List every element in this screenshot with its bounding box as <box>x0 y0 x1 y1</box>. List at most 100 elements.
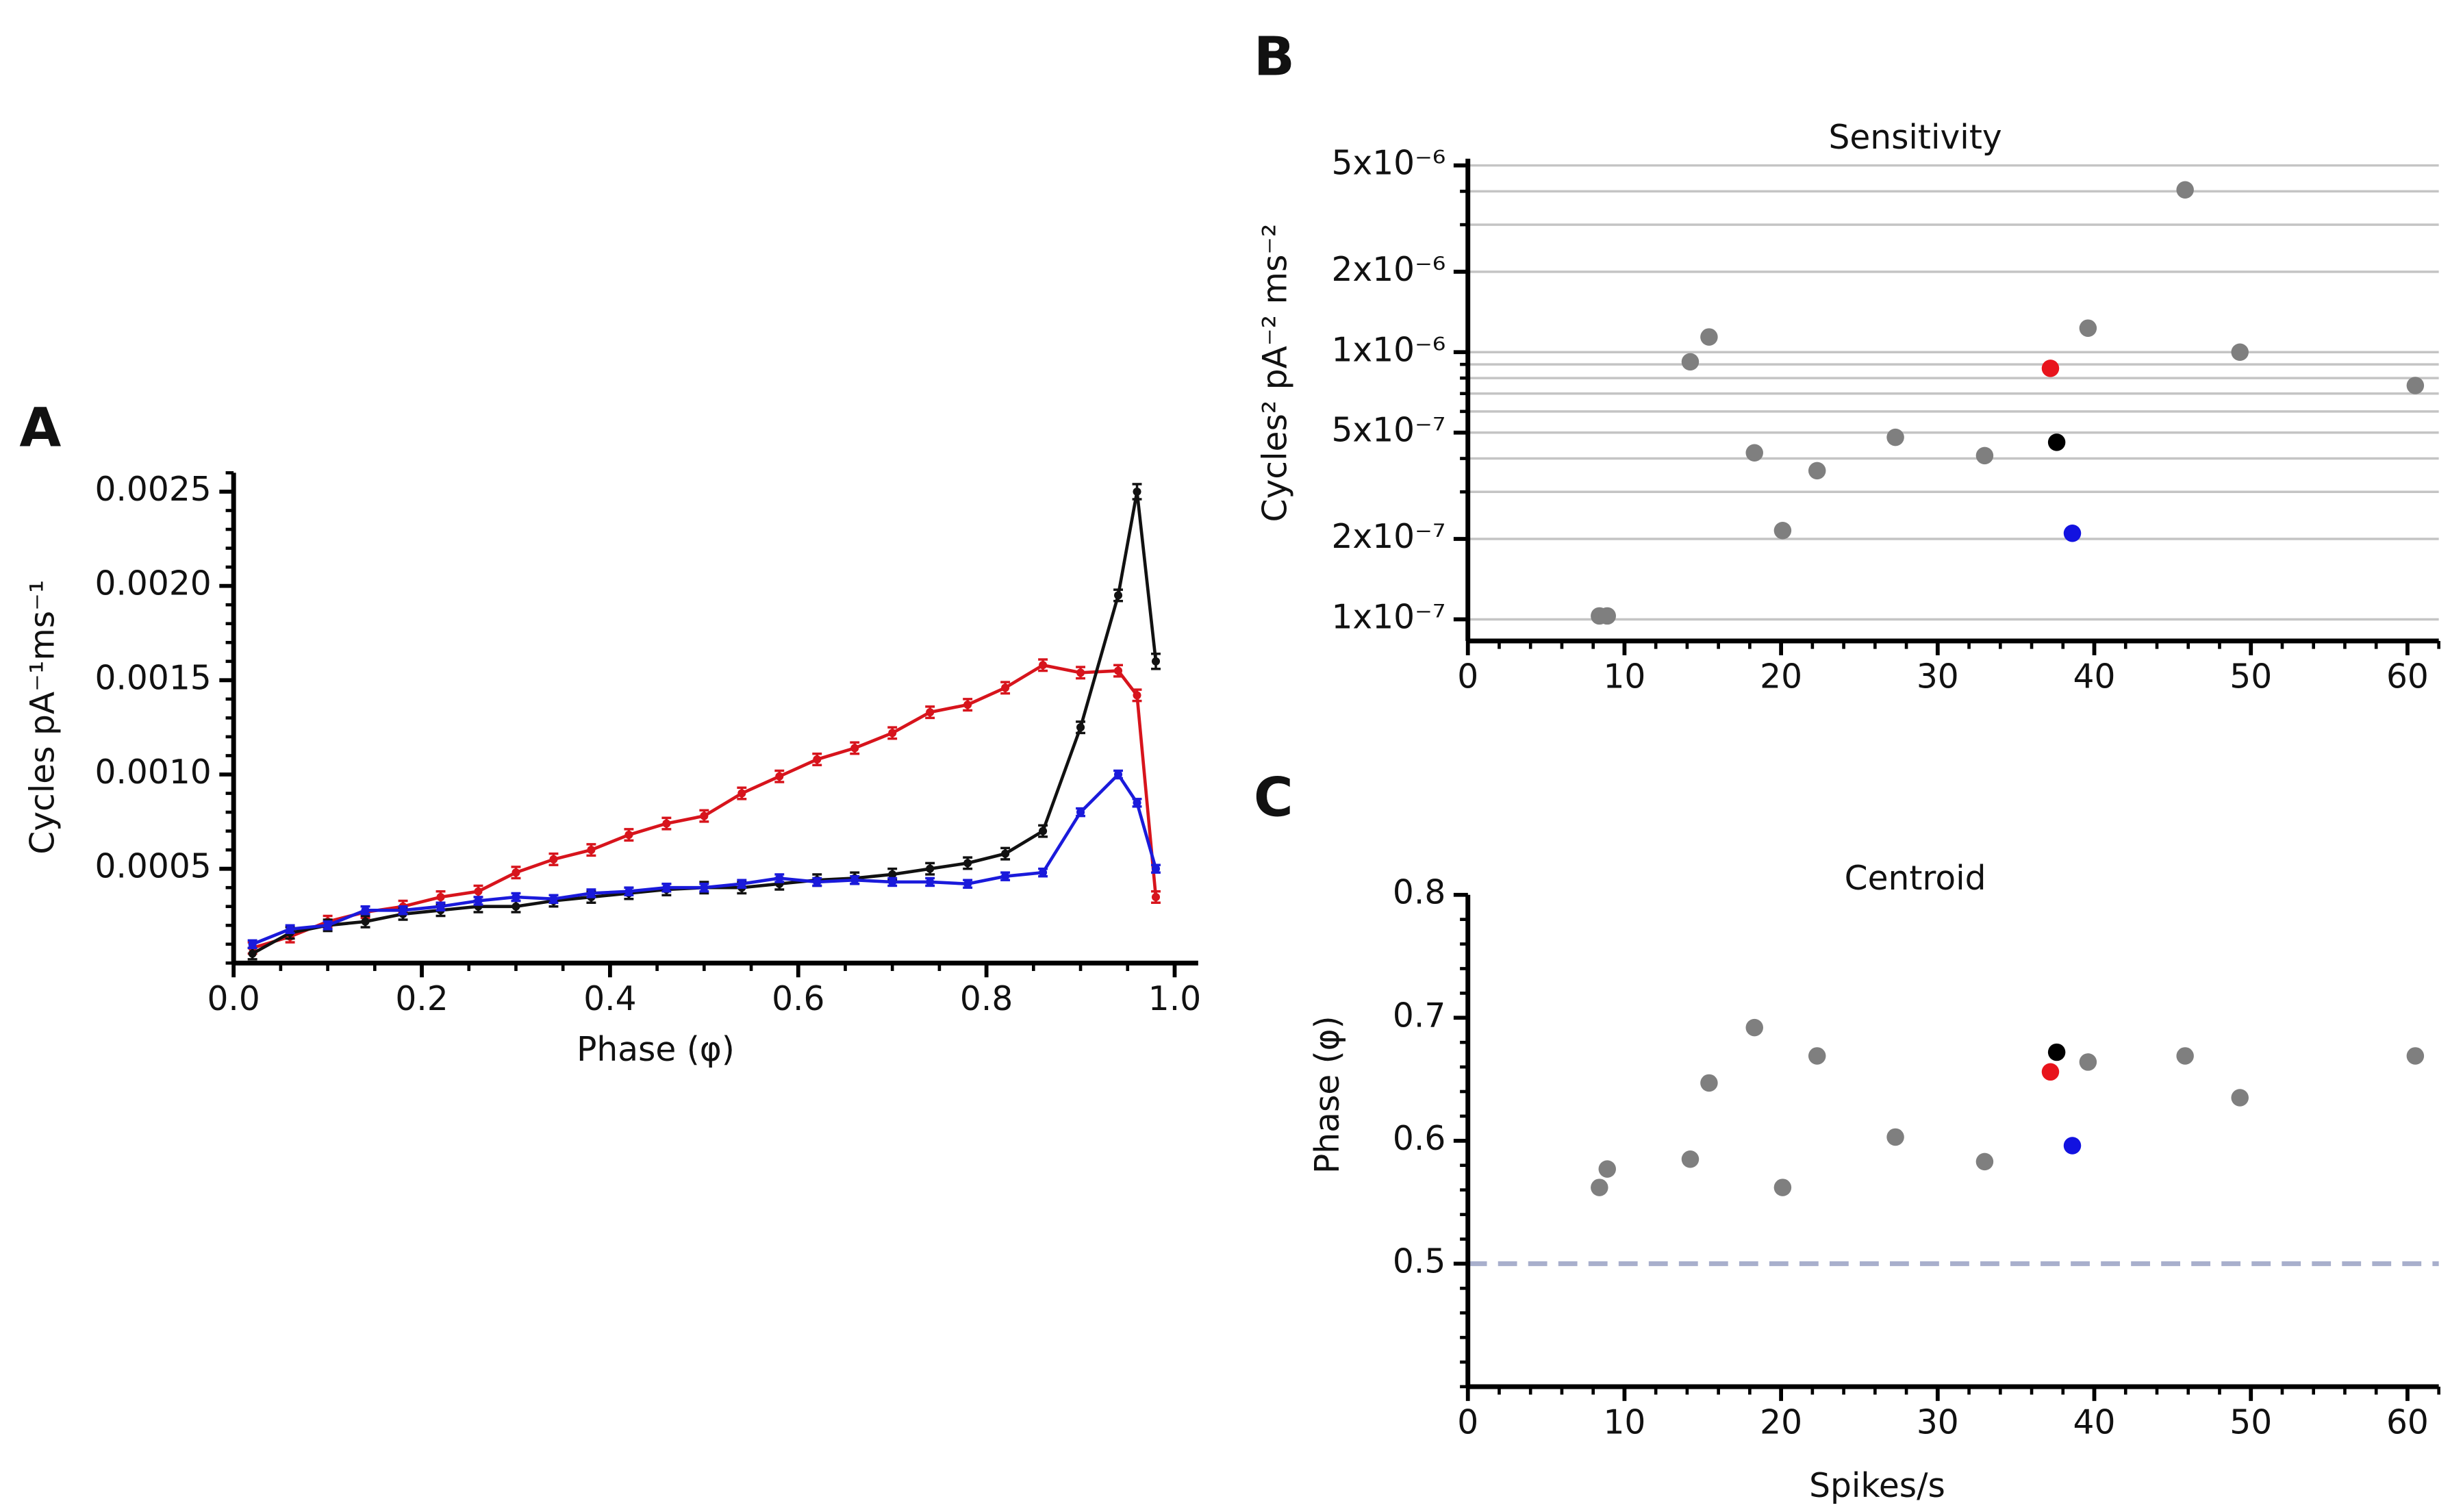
data-point <box>662 819 671 828</box>
data-point <box>2231 1089 2249 1107</box>
data-point <box>1700 328 1718 346</box>
data-point <box>2079 1053 2097 1071</box>
y-tick-label: 5x10⁻⁶ <box>1331 144 1445 183</box>
data-point <box>963 859 972 868</box>
data-point <box>2063 1137 2082 1155</box>
y-tick-label: 0.7 <box>1393 996 1445 1035</box>
data-point <box>1039 827 1048 835</box>
y-tick-label: 0.8 <box>1393 874 1445 912</box>
data-point <box>1076 808 1085 817</box>
data-point <box>1745 1018 1763 1037</box>
chart-title: Centroid <box>1845 859 1986 898</box>
data-point <box>2047 1043 2066 1061</box>
data-point <box>1076 723 1085 732</box>
y-tick-label: 0.5 <box>1393 1242 1445 1281</box>
data-point <box>549 855 558 864</box>
data-point <box>2176 1047 2194 1065</box>
data-point <box>737 789 746 798</box>
x-tick-label: 0 <box>1457 658 1478 696</box>
data-point <box>1114 666 1123 675</box>
data-point <box>436 902 445 911</box>
y-tick-label: 1x10⁻⁶ <box>1331 331 1445 369</box>
data-point <box>2041 360 2060 377</box>
x-tick-label: 40 <box>2073 1404 2116 1442</box>
data-point <box>436 892 445 902</box>
data-point <box>1808 1047 1826 1065</box>
panel-label: A <box>19 396 61 459</box>
x-tick-label: 0.2 <box>395 980 448 1018</box>
x-tick-label: 50 <box>2230 658 2272 696</box>
data-point <box>511 902 520 911</box>
data-point <box>2231 343 2249 362</box>
y-tick-label: 5x10⁻⁷ <box>1331 412 1445 450</box>
x-tick-label: 0.8 <box>960 980 1013 1018</box>
data-point <box>2406 1047 2425 1065</box>
data-point <box>2063 524 2082 542</box>
data-point <box>361 917 370 926</box>
data-point <box>926 708 935 717</box>
data-point <box>1598 607 1617 625</box>
y-tick-label: 0.0025 <box>95 470 212 509</box>
data-point <box>1076 668 1085 677</box>
data-point <box>1886 428 1904 446</box>
data-point <box>587 889 596 898</box>
data-point <box>1681 1150 1700 1168</box>
data-point <box>1151 892 1161 902</box>
data-point <box>1773 1179 1792 1196</box>
data-point <box>1133 487 1141 496</box>
y-tick-label: 0.0005 <box>95 848 212 886</box>
data-point <box>813 755 822 764</box>
data-point <box>737 879 746 888</box>
data-point <box>1039 868 1048 877</box>
x-tick-label: 20 <box>1760 658 1802 696</box>
x-axis-label: Phase (φ) <box>577 1031 735 1069</box>
data-point <box>775 874 784 883</box>
x-tick-label: 10 <box>1603 1404 1645 1442</box>
data-point <box>1001 872 1010 881</box>
data-point <box>1133 691 1141 700</box>
data-point <box>1886 1128 1904 1146</box>
data-point <box>850 876 859 885</box>
panel-label: C <box>1254 766 1293 829</box>
data-point <box>1114 770 1123 779</box>
data-point <box>399 906 407 915</box>
data-point <box>549 894 558 903</box>
x-tick-label: 0.4 <box>583 980 636 1018</box>
data-point <box>1681 353 1700 371</box>
data-point <box>926 877 935 886</box>
x-tick-label: 30 <box>1917 1404 1959 1442</box>
y-tick-label: 0.0020 <box>95 565 212 603</box>
x-tick-label: 30 <box>1917 658 1959 696</box>
data-point <box>511 868 520 877</box>
y-axis-label: Cycles pA⁻¹ms⁻¹ <box>23 580 62 855</box>
y-tick-label: 2x10⁻⁷ <box>1331 518 1445 556</box>
y-axis-label: Phase (φ) <box>1309 1016 1347 1174</box>
data-point <box>1975 1152 1994 1171</box>
data-point <box>1591 1179 1608 1196</box>
panel-label: B <box>1254 25 1295 88</box>
chart-title: Sensitivity <box>1828 118 2001 157</box>
x-tick-label: 50 <box>2230 1404 2272 1442</box>
data-point <box>286 924 294 933</box>
data-point <box>2079 319 2097 337</box>
series-line <box>251 491 1158 955</box>
x-tick-label: 0.0 <box>207 980 260 1018</box>
data-point <box>1039 661 1048 670</box>
data-point <box>1151 657 1161 666</box>
data-point <box>1700 1074 1718 1092</box>
y-tick-label: 1x10⁻⁷ <box>1331 598 1445 636</box>
y-tick-label: 2x10⁻⁶ <box>1331 251 1445 289</box>
data-point <box>888 877 897 886</box>
data-point <box>474 896 483 905</box>
data-point <box>1133 798 1141 807</box>
data-point <box>511 892 520 902</box>
x-tick-label: 20 <box>1760 1404 1802 1442</box>
data-point <box>1975 446 1994 465</box>
y-tick-label: 0.0015 <box>95 659 212 697</box>
x-tick-label: 40 <box>2073 658 2116 696</box>
data-point <box>926 864 935 873</box>
data-point <box>474 887 483 896</box>
data-point <box>248 940 257 948</box>
data-point <box>850 744 859 753</box>
